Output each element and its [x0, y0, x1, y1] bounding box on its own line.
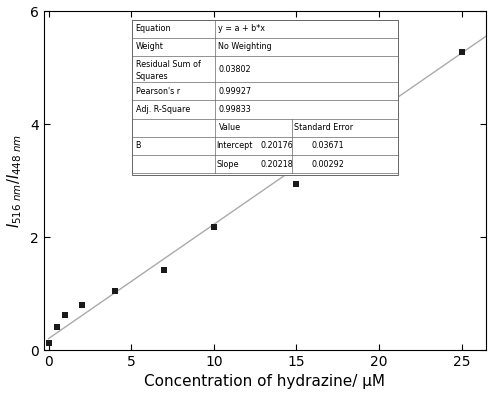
Y-axis label: $\mathit{I}_{516\ nm}/\mathit{I}_{448\ nm}$: $\mathit{I}_{516\ nm}/\mathit{I}_{448\ n…	[5, 134, 24, 228]
Point	[61, 312, 69, 318]
Text: 0.20218: 0.20218	[261, 160, 293, 169]
Point	[53, 324, 61, 331]
Text: Slope: Slope	[216, 160, 239, 169]
Text: No Weighting: No Weighting	[218, 43, 272, 51]
Point	[78, 302, 86, 308]
Point	[111, 288, 119, 294]
X-axis label: Concentration of hydrazine/ μM: Concentration of hydrazine/ μM	[145, 374, 386, 389]
Text: Pearson's r: Pearson's r	[136, 87, 180, 96]
Point	[375, 96, 383, 102]
Text: 0.03802: 0.03802	[218, 64, 251, 73]
Text: Residual Sum of: Residual Sum of	[136, 60, 201, 68]
FancyBboxPatch shape	[132, 19, 398, 175]
Text: 0.03671: 0.03671	[311, 141, 344, 150]
Text: Weight: Weight	[136, 43, 163, 51]
Text: 0.20176: 0.20176	[261, 141, 293, 150]
Text: 0.00292: 0.00292	[311, 160, 344, 169]
Text: Equation: Equation	[136, 24, 171, 33]
Text: Value: Value	[218, 123, 241, 132]
Point	[292, 181, 300, 188]
Text: y = a + b*x: y = a + b*x	[218, 24, 266, 33]
Point	[210, 224, 217, 230]
Text: Standard Error: Standard Error	[294, 123, 353, 132]
Text: 0.99927: 0.99927	[218, 87, 251, 96]
Point	[45, 340, 53, 346]
Point	[160, 267, 168, 273]
Text: Intercept: Intercept	[216, 141, 253, 150]
Point	[458, 49, 465, 55]
Text: Adj. R-Square: Adj. R-Square	[136, 105, 190, 114]
Text: Squares: Squares	[136, 72, 168, 81]
Text: 0.99833: 0.99833	[218, 105, 251, 114]
Text: B: B	[136, 141, 141, 150]
